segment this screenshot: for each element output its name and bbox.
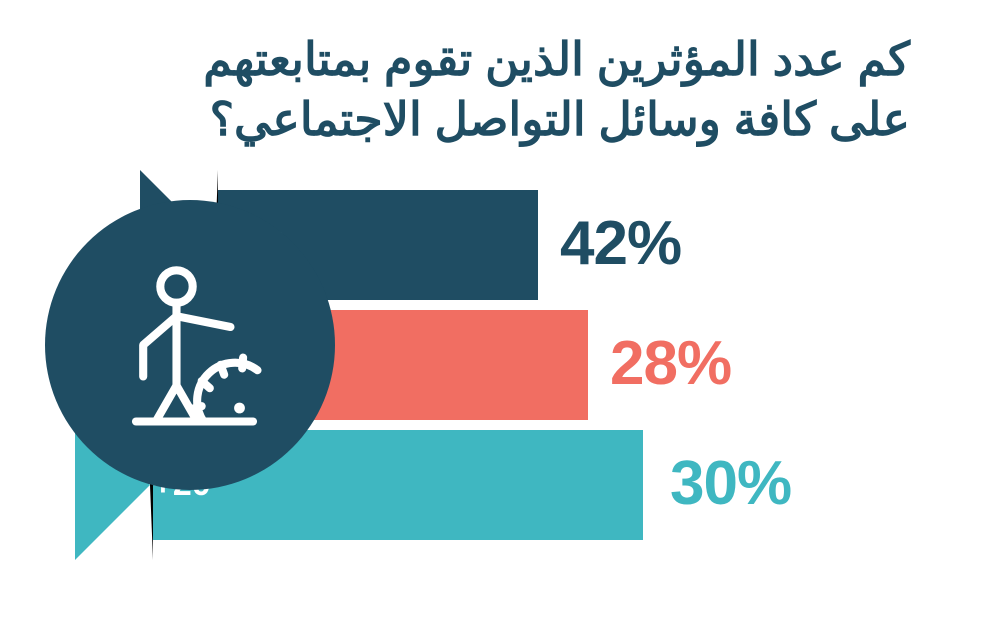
percent-2: 28% bbox=[610, 328, 731, 399]
percent-3: 30% bbox=[670, 448, 791, 519]
person-gear-icon bbox=[100, 255, 280, 435]
chart-title: كم عدد المؤثرين الذين تقوم بمتابعتهم على… bbox=[120, 30, 910, 150]
percent-1: 42% bbox=[560, 208, 681, 279]
icon-circle bbox=[45, 200, 335, 490]
chart-area: 1-10 42% 11-20 28% 20+ 30% bbox=[0, 190, 1000, 610]
